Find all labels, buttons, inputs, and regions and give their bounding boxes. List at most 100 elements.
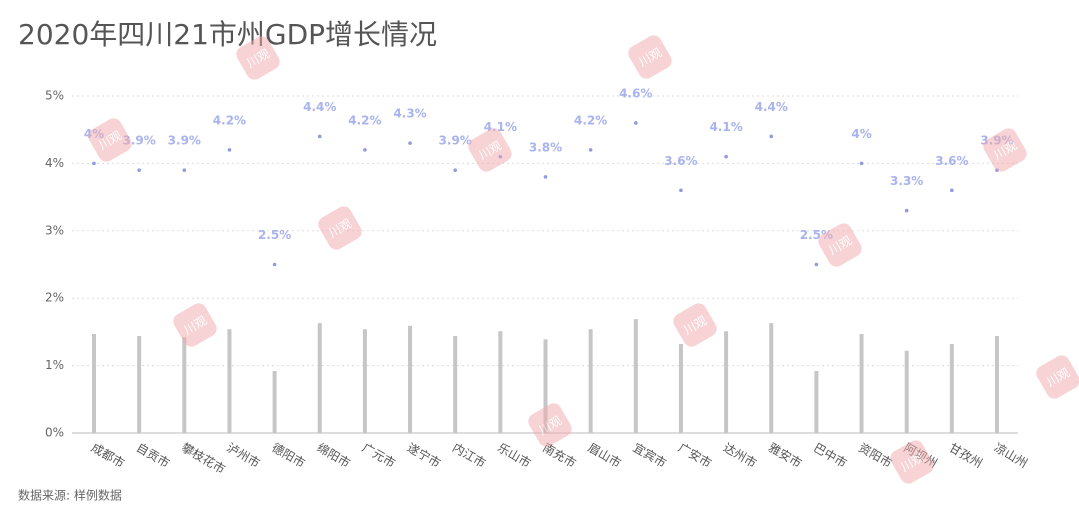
x-tick-label: 巴中市 xyxy=(811,440,850,471)
data-label: 4.2% xyxy=(348,113,381,127)
x-tick-label: 凉山州 xyxy=(992,440,1031,471)
bar xyxy=(724,331,729,433)
watermark: 川观 xyxy=(173,303,217,347)
point xyxy=(543,175,548,179)
point xyxy=(634,121,638,125)
data-label: 3.8% xyxy=(529,140,562,154)
source: 数据来源: 样例数据 xyxy=(18,488,122,503)
x-tick-label: 德阳市 xyxy=(269,440,308,471)
x-tick-label: 宜宾市 xyxy=(631,440,670,471)
bar xyxy=(227,329,232,433)
watermark-badge xyxy=(173,303,217,347)
watermark: 川观 xyxy=(890,440,934,484)
point xyxy=(814,262,819,267)
watermark-badge xyxy=(673,303,717,347)
watermark: 川观 xyxy=(673,303,717,347)
watermark: 川观 xyxy=(468,128,512,172)
data-label: 4% xyxy=(851,127,871,141)
bar xyxy=(272,370,277,433)
watermark-badge xyxy=(468,128,512,172)
point xyxy=(227,148,232,152)
x-tick-label: 广元市 xyxy=(360,440,399,471)
y-tick-label: 3% xyxy=(45,223,64,237)
watermark: 川观 xyxy=(818,223,862,267)
x-tick-label: 绵阳市 xyxy=(315,440,354,471)
x-tick-label: 攀枝花市 xyxy=(179,440,228,477)
bar xyxy=(453,335,458,433)
data-label: 4.2% xyxy=(574,113,607,127)
x-tick-label: 甘孜州 xyxy=(947,441,985,471)
x-tick-label: 雅安市 xyxy=(766,440,805,471)
chart-title: 2020年四川21市州GDP增长情况 xyxy=(18,18,437,51)
x-tick-label: 成都市 xyxy=(89,440,128,471)
point xyxy=(317,134,322,139)
data-label: 3.9% xyxy=(439,134,472,148)
point xyxy=(408,141,412,145)
bar xyxy=(498,331,503,433)
watermark-badge xyxy=(1036,355,1079,399)
point xyxy=(272,262,277,267)
x-tick-label: 乐山市 xyxy=(495,440,534,471)
watermark: 川观 xyxy=(236,36,280,80)
x-tick-label: 自贡市 xyxy=(134,440,173,471)
point xyxy=(137,168,141,172)
x-tick-label: 内江市 xyxy=(450,440,489,471)
data-label: 3.9% xyxy=(168,134,201,148)
point xyxy=(679,188,683,193)
watermark-badge xyxy=(318,206,362,250)
data-label: 4.1% xyxy=(709,120,742,134)
data-label: 3.6% xyxy=(935,154,968,168)
y-tick-label: 2% xyxy=(45,291,64,305)
y-tick-label: 4% xyxy=(45,156,64,170)
watermark-badge xyxy=(818,223,862,267)
point xyxy=(182,168,187,172)
x-tick-label: 资阳市 xyxy=(856,440,895,471)
x-tick-label: 广安市 xyxy=(676,440,715,471)
bar xyxy=(408,325,413,433)
data-label: 3.3% xyxy=(890,174,923,188)
data-label: 2.5% xyxy=(258,228,291,242)
watermark: 川观 xyxy=(318,206,362,250)
bar xyxy=(362,329,367,433)
watermark: 川观 xyxy=(88,118,132,162)
watermark-badge xyxy=(628,35,672,79)
data-label: 4.3% xyxy=(393,107,426,121)
point xyxy=(453,168,458,172)
point xyxy=(859,161,864,166)
x-tick-label: 达州市 xyxy=(721,440,760,471)
bar xyxy=(543,339,548,433)
bar xyxy=(814,370,819,433)
bar xyxy=(182,337,187,433)
data-label: 3.6% xyxy=(664,154,697,168)
watermark: 川观 xyxy=(1036,355,1079,399)
bar xyxy=(137,335,142,433)
bar xyxy=(588,329,593,433)
bar xyxy=(633,319,638,433)
point xyxy=(950,188,954,193)
x-tick-label: 遂宁市 xyxy=(405,440,444,471)
point xyxy=(724,154,728,159)
x-tick-label: 泸州市 xyxy=(224,440,263,471)
watermark-badge xyxy=(236,36,280,80)
watermark: 川观 xyxy=(628,35,672,79)
watermark-badge xyxy=(88,118,132,162)
watermark: 川观 xyxy=(983,128,1027,172)
y-tick-label: 0% xyxy=(45,426,64,440)
bar xyxy=(92,333,96,433)
watermark-badge xyxy=(528,403,572,447)
data-label: 4.4% xyxy=(755,100,788,114)
y-tick-label: 5% xyxy=(45,89,64,103)
point xyxy=(92,161,96,166)
x-tick-label: 眉山市 xyxy=(585,440,624,471)
watermark-badge xyxy=(983,128,1027,172)
watermark: 川观 xyxy=(528,403,572,447)
y-tick-label: 1% xyxy=(45,358,64,372)
data-label: 4.2% xyxy=(213,113,246,127)
bar xyxy=(678,344,683,433)
bar xyxy=(904,350,909,433)
watermark-badge xyxy=(890,440,934,484)
data-label: 4.6% xyxy=(619,86,652,100)
bar xyxy=(769,323,774,433)
bar xyxy=(317,323,322,433)
bar xyxy=(859,333,864,433)
